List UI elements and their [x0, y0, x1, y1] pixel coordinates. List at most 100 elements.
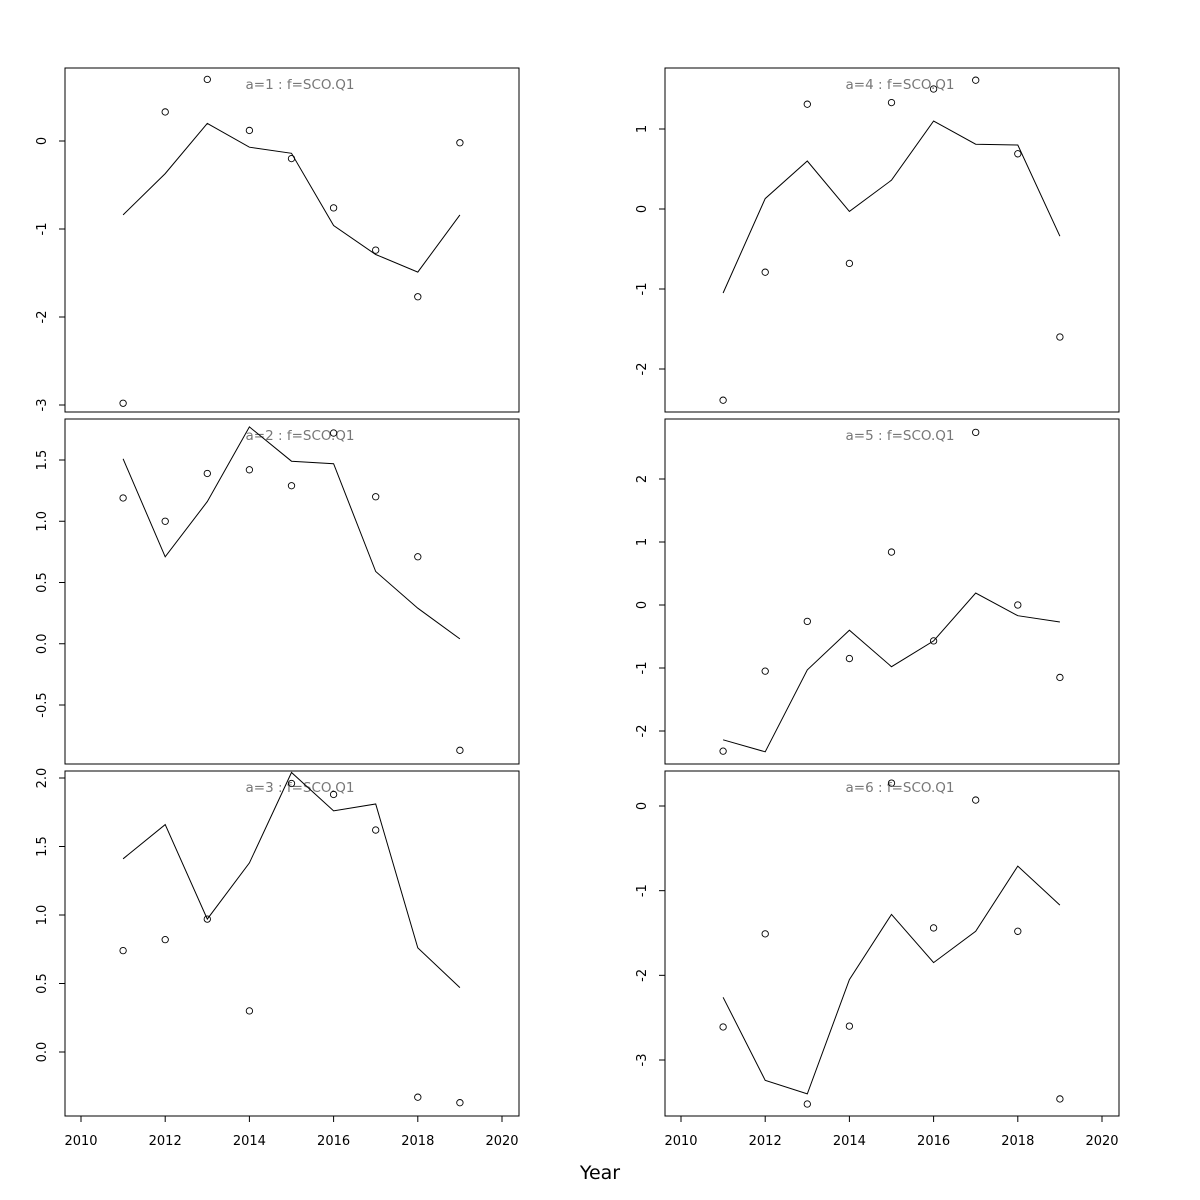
x-tick-label: 2012: [149, 1134, 182, 1149]
data-point: [845, 259, 854, 268]
data-point: [119, 946, 127, 955]
y-tick-label: -1: [635, 662, 650, 675]
data-point: [761, 667, 769, 675]
data-point: [761, 930, 769, 938]
data-point: [719, 1023, 727, 1031]
series-line: [722, 120, 1061, 294]
data-point: [456, 746, 464, 754]
data-point: [887, 548, 896, 556]
panel-title: a=5 : f=SCO.Q1: [846, 428, 955, 444]
data-point: [887, 779, 896, 787]
data-point: [887, 98, 896, 107]
data-point: [372, 826, 380, 834]
y-tick-label: -2: [35, 311, 50, 324]
y-tick-label: 1.5: [35, 450, 50, 471]
data-point: [803, 100, 811, 108]
plot-frame: [64, 418, 520, 765]
y-tick-label: -3: [35, 399, 50, 412]
y-tick-label: -1: [635, 884, 650, 897]
data-point: [203, 915, 211, 923]
panels: a=1 : f=SCO.Q1 -3 -2 -1 0 a=2 : f=SCO.Q1 -0.5 0…: [35, 67, 1120, 1149]
data-point: [287, 779, 296, 788]
y-tick-label: 0: [635, 802, 650, 810]
data-point: [972, 796, 980, 804]
y-tick-label: -2: [635, 969, 650, 982]
panel-4: a=4 : f=SCO.Q1 -2 -1 0 1: [635, 67, 1120, 413]
panel-6: a=6 : f=SCO.Q1 -3 -2 -1 0 2010 2012 2014 2016 201…: [635, 770, 1120, 1149]
y-tick-label: 1.0: [35, 511, 50, 532]
data-point: [1014, 601, 1022, 609]
data-point: [245, 466, 254, 474]
y-tick-label: 1: [635, 538, 650, 546]
series-line: [122, 122, 461, 273]
data-point: [329, 790, 338, 799]
panel-5: a=5 : f=SCO.Q1 -2 -1 0 1 2: [635, 418, 1120, 765]
y-tick-label: 1.0: [35, 905, 50, 926]
x-tick-label: 2014: [233, 1134, 266, 1149]
y-tick-label: -3: [635, 1054, 650, 1067]
data-point: [245, 126, 254, 135]
data-point: [203, 469, 211, 478]
data-point: [929, 924, 938, 932]
y-tick-label: 0.5: [35, 973, 50, 994]
panel-title: a=6 : f=SCO.Q1: [846, 780, 955, 796]
data-point: [1056, 1095, 1064, 1103]
y-tick-label: 0.0: [35, 633, 50, 654]
y-tick-label: -2: [635, 725, 650, 738]
panel-3: a=3 : f=SCO.Q1 0.0 0.5 1.0 1.5 2.0 2010 2012 201…: [35, 768, 520, 1149]
y-tick-label: 0.5: [35, 572, 50, 593]
data-point: [456, 139, 464, 147]
y-tick-label: 0: [635, 601, 650, 609]
data-point: [372, 493, 380, 501]
data-point: [972, 428, 980, 437]
data-point: [845, 654, 854, 663]
series-line: [122, 426, 461, 640]
data-point: [372, 246, 380, 254]
y-tick-label: 0: [635, 205, 650, 213]
data-point: [456, 1099, 464, 1107]
plot-frame: [64, 67, 520, 413]
x-tick-label: 2016: [317, 1134, 350, 1149]
y-tick-label: 2.0: [35, 768, 50, 789]
data-point: [414, 293, 422, 301]
data-point: [1056, 673, 1064, 682]
x-tick-label: 2014: [833, 1134, 866, 1149]
series-line: [722, 865, 1061, 1095]
data-point: [161, 108, 169, 116]
data-point: [845, 1022, 854, 1030]
data-point: [245, 1007, 254, 1015]
data-point: [929, 637, 938, 645]
data-point: [329, 429, 338, 437]
data-point: [329, 204, 338, 212]
data-point: [719, 747, 727, 755]
data-point: [414, 1093, 422, 1101]
data-point: [1056, 333, 1064, 341]
panel-title: a=4 : f=SCO.Q1: [846, 77, 955, 93]
x-tick-label: 2020: [1085, 1134, 1118, 1149]
data-point: [287, 482, 296, 490]
panel-title: a=2 : f=SCO.Q1: [246, 428, 355, 444]
plot-frame: [64, 770, 520, 1117]
y-tick-label: 1: [635, 125, 650, 133]
data-point: [972, 76, 980, 84]
data-point: [119, 494, 127, 502]
data-point: [161, 936, 169, 944]
plot-frame: [664, 67, 1120, 413]
panel-title: a=3 : f=SCO.Q1: [246, 780, 355, 796]
y-tick-label: -0.5: [35, 692, 50, 717]
data-point: [803, 617, 811, 626]
y-tick-label: 0.0: [35, 1042, 50, 1063]
data-point: [1014, 150, 1022, 158]
x-tick-label: 2018: [1001, 1134, 1034, 1149]
plot-frame: [664, 418, 1120, 765]
x-tick-label: 2012: [749, 1134, 782, 1149]
y-tick-label: -1: [635, 283, 650, 296]
series-line: [122, 771, 461, 988]
y-tick-label: 0: [35, 137, 50, 145]
y-tick-label: 2: [635, 475, 650, 483]
data-point: [719, 396, 727, 404]
panel-2: a=2 : f=SCO.Q1 -0.5 0.0 0.5 1.0 1.5: [35, 418, 520, 765]
data-point: [761, 268, 769, 276]
data-point: [119, 399, 127, 407]
x-tick-label: 2010: [664, 1134, 697, 1149]
